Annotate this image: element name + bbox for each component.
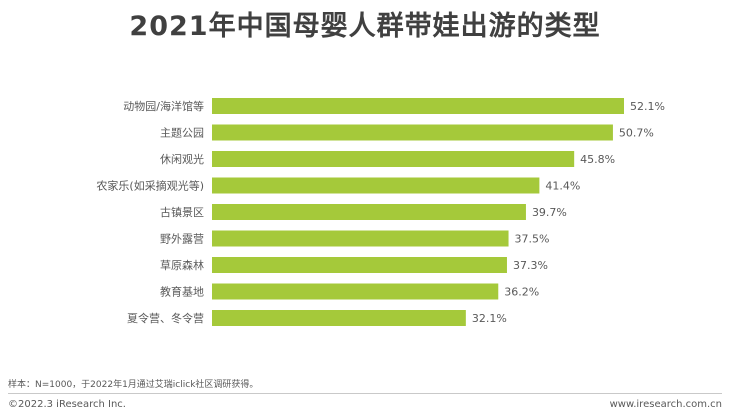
bar	[212, 230, 509, 247]
value-label: 36.2%	[504, 286, 539, 299]
value-label: 52.1%	[630, 100, 665, 113]
footer-divider	[8, 393, 722, 394]
value-label: 45.8%	[580, 153, 615, 166]
category-label: 动物园/海洋馆等	[123, 99, 204, 113]
category-label: 休闲观光	[160, 152, 204, 166]
category-label: 夏令营、冬令营	[127, 311, 204, 325]
bar	[212, 124, 613, 141]
sample-note: 样本：N=1000，于2022年1月通过艾瑞iclick社区调研获得。	[8, 380, 259, 390]
category-label: 野外露营	[160, 232, 204, 246]
value-label: 32.1%	[472, 312, 507, 325]
category-label: 草原森林	[160, 258, 204, 272]
value-label: 37.3%	[513, 259, 548, 272]
bar	[212, 283, 499, 300]
copyright-text: ©2022.3 iResearch Inc.	[8, 399, 126, 410]
bar	[212, 151, 575, 167]
category-label: 主题公园	[160, 127, 204, 140]
value-label: 41.4%	[545, 180, 580, 193]
chart-title: 2021年中国母婴人群带娃出游的类型	[129, 11, 601, 42]
bar	[212, 257, 507, 273]
category-label: 古镇景区	[160, 205, 204, 219]
bar	[212, 98, 624, 114]
bar	[212, 310, 466, 326]
value-label: 39.7%	[532, 206, 567, 219]
bar	[212, 177, 540, 194]
bar	[212, 204, 526, 220]
category-label: 农家乐(如采摘观光等)	[96, 179, 204, 193]
category-label: 教育基地	[160, 285, 204, 299]
website-text: www.iresearch.com.cn	[609, 399, 722, 410]
value-label: 50.7%	[619, 127, 654, 140]
bar-chart: 动物园/海洋馆等 52.1% 主题公园 50.7% 休闲观光 45.8% 农家乐(如采摘观光…	[96, 98, 665, 326]
value-label: 37.5%	[515, 233, 550, 246]
